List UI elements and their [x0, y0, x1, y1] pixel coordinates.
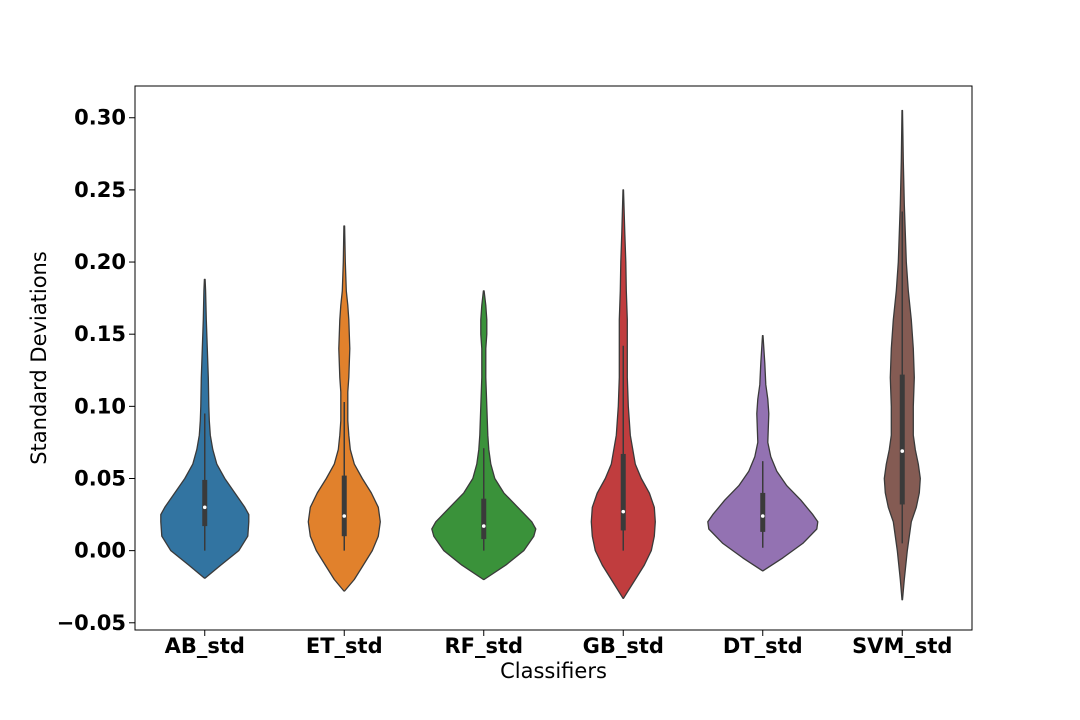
y-tick-label: 0.30 [74, 106, 126, 130]
violin-iqr-box [341, 475, 347, 537]
y-tick-label: 0.25 [74, 178, 126, 202]
y-axis: −0.05 0.00 0.05 0.10 0.15 0.20 0.25 0.30 [57, 106, 135, 635]
violin-DT_std [707, 334, 819, 572]
y-tick-label: 0.10 [74, 394, 126, 418]
violin-ET_std [307, 225, 381, 592]
x-tick-label: AB_std [165, 634, 245, 658]
x-tick-label: ET_std [306, 634, 383, 658]
x-axis: AB_std ET_std RF_std GB_std DT_std SVM_std [165, 630, 952, 658]
violin-median [342, 514, 347, 518]
violin-SVM_std [883, 109, 921, 601]
violin-GB_std [590, 189, 656, 599]
violin-AB_std [160, 278, 250, 579]
violin-median [900, 449, 905, 453]
y-tick-label: −0.05 [57, 611, 126, 635]
x-axis-title: Classifiers [500, 659, 607, 683]
y-tick-label: 0.00 [74, 539, 126, 563]
x-tick-label: GB_std [583, 634, 664, 658]
y-tick-label: 0.05 [74, 466, 126, 490]
violin-body [707, 334, 819, 572]
violin-median [202, 505, 207, 510]
y-axis-title: Standard Deviations [27, 251, 51, 465]
violin-iqr-box [899, 374, 905, 505]
violin-median [760, 514, 765, 518]
violin-iqr-box [202, 479, 208, 527]
violins-layer [160, 109, 921, 601]
violin-iqr-box [620, 453, 626, 531]
x-tick-label: SVM_std [852, 634, 952, 658]
violin-RF_std [431, 290, 537, 581]
violin-iqr-box [481, 498, 487, 540]
violin-iqr-box [760, 492, 766, 532]
x-tick-label: RF_std [444, 634, 523, 658]
plot-area-frame [134, 85, 973, 631]
violin-body [431, 290, 537, 581]
violin-median [481, 524, 486, 528]
violin-median [621, 509, 626, 514]
x-tick-label: DT_std [723, 634, 803, 658]
y-tick-label: 0.20 [74, 250, 126, 274]
y-tick-label: 0.15 [74, 322, 126, 346]
